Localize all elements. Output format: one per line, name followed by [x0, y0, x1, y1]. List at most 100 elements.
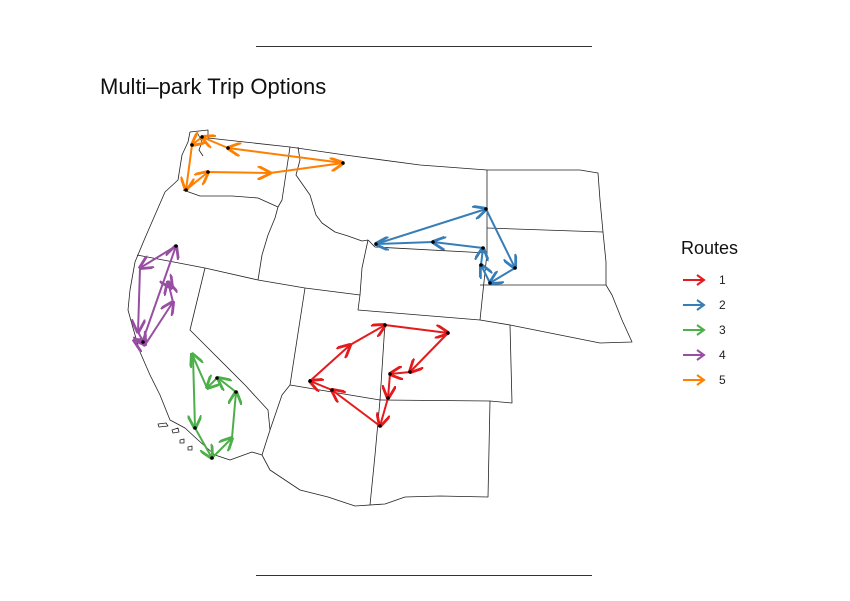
park-point: [341, 161, 345, 165]
park-point: [234, 390, 238, 394]
border-four-corners: [289, 384, 491, 402]
park-point: [378, 424, 382, 428]
route-2-leg: [490, 267, 516, 283]
legend-item-5: 5: [681, 367, 738, 392]
legend-label: 2: [719, 297, 726, 312]
park-point: [174, 244, 178, 248]
park-point: [374, 242, 378, 246]
map-title: Multi–park Trip Options: [100, 74, 327, 99]
border-id-wy: [359, 239, 369, 296]
park-point: [488, 281, 492, 285]
legend: Routes 1 2 3 4 5: [681, 238, 738, 392]
park-point: [215, 376, 219, 380]
border-wy-south: [357, 294, 481, 321]
route-4-leg: [140, 245, 177, 268]
legend-title: Routes: [681, 238, 739, 258]
legend-arrow-icon: [683, 323, 706, 336]
route-4-leg: [134, 340, 141, 344]
route-2-leg: [481, 265, 490, 284]
route-3-leg: [211, 438, 232, 459]
ca-island-4: [187, 445, 193, 451]
route-3-leg: [218, 378, 237, 393]
route-5-leg: [185, 172, 208, 191]
park-point: [226, 146, 230, 150]
legend-label: 1: [719, 272, 726, 287]
route-2: [376, 209, 515, 283]
park-point: [386, 396, 390, 400]
border-or-id: [257, 206, 279, 281]
legend-item-2: 2: [681, 292, 738, 317]
route-4-leg: [168, 282, 172, 288]
park-point: [308, 379, 312, 383]
park-point: [206, 170, 210, 174]
park-point: [193, 426, 197, 430]
park-point: [484, 207, 488, 211]
route-3-leg: [192, 354, 208, 389]
legend-item-4: 4: [681, 342, 738, 367]
route-4-leg: [138, 267, 140, 332]
park-point: [446, 331, 450, 335]
route-3: [192, 354, 236, 458]
park-point: [190, 143, 194, 147]
ca-island-1: [157, 422, 169, 428]
route-1-leg: [309, 345, 350, 382]
state-borders: [127, 129, 633, 507]
route-3-leg: [193, 355, 195, 428]
park-point: [330, 388, 334, 392]
park-points: [141, 135, 517, 460]
ca-island-2: [171, 427, 180, 434]
border-az-nm: [369, 399, 381, 506]
top-rule: [256, 46, 592, 47]
route-4-leg: [144, 302, 173, 346]
route-1-leg: [380, 397, 388, 426]
route-2-leg: [375, 209, 486, 245]
legend-arrow-icon: [683, 298, 706, 311]
park-point: [200, 135, 204, 139]
route-3-leg: [207, 378, 217, 388]
route-1-leg: [388, 373, 390, 398]
route-1-leg: [332, 390, 381, 427]
border-wa-or: [182, 189, 279, 208]
park-point: [141, 340, 145, 344]
route-1: [310, 325, 448, 426]
legend-items: 1 2 3 4 5: [681, 267, 738, 392]
park-point: [481, 246, 485, 250]
route-2-leg: [485, 208, 515, 268]
legend-arrow-icon: [683, 273, 706, 286]
route-1-leg: [390, 372, 411, 374]
route-4-leg: [142, 246, 176, 341]
border-nv-ut: [269, 287, 306, 431]
route-4: [134, 246, 176, 345]
park-point: [513, 266, 517, 270]
legend-label: 3: [719, 322, 726, 337]
legend-arrow-icon: [683, 373, 706, 386]
route-5: [186, 137, 343, 190]
legend-arrow-icon: [683, 348, 706, 361]
border-id-south: [257, 279, 361, 296]
border-ca-nv: [189, 267, 271, 456]
route-2-leg: [376, 242, 434, 244]
border-ut-co: [379, 322, 386, 401]
border-wa-id: [277, 146, 291, 208]
legend-item-1: 1: [681, 267, 738, 292]
park-point: [479, 263, 483, 267]
border-ne-co: [479, 319, 511, 326]
route-3-leg: [194, 427, 212, 458]
route-3-leg: [232, 392, 236, 439]
route-2-leg: [481, 248, 483, 266]
route-2-leg: [433, 242, 484, 248]
legend-item-3: 3: [681, 317, 738, 342]
border-nd-sd: [486, 227, 604, 233]
route-5-leg: [269, 163, 343, 174]
park-point: [408, 370, 412, 374]
route-5-leg: [202, 137, 229, 149]
legend-label: 5: [719, 372, 726, 387]
park-point: [388, 372, 392, 376]
park-point: [383, 323, 387, 327]
legend-label: 4: [719, 347, 726, 362]
route-1-leg: [349, 325, 385, 346]
route-1-leg: [310, 381, 333, 390]
route-1-leg: [384, 324, 448, 333]
route-5-leg: [207, 172, 270, 173]
